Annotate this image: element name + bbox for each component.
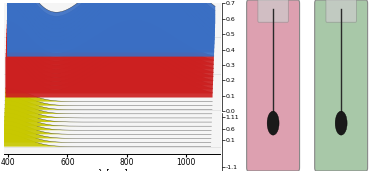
Polygon shape [6, 28, 214, 69]
Polygon shape [8, 0, 215, 40]
Polygon shape [6, 52, 213, 93]
Polygon shape [8, 0, 214, 44]
Polygon shape [4, 133, 211, 147]
Polygon shape [7, 0, 214, 48]
Polygon shape [7, 0, 214, 52]
Polygon shape [6, 48, 213, 89]
Polygon shape [5, 117, 211, 130]
Polygon shape [8, 0, 215, 36]
Polygon shape [7, 20, 214, 61]
Polygon shape [8, 0, 215, 28]
FancyBboxPatch shape [314, 0, 367, 171]
FancyBboxPatch shape [326, 0, 356, 22]
Polygon shape [5, 100, 212, 114]
Polygon shape [7, 24, 214, 65]
Polygon shape [7, 0, 214, 57]
Polygon shape [5, 92, 212, 106]
Polygon shape [5, 108, 212, 122]
Ellipse shape [335, 111, 347, 135]
Polygon shape [5, 113, 212, 126]
Polygon shape [6, 40, 213, 81]
FancyBboxPatch shape [246, 0, 299, 171]
Polygon shape [6, 57, 212, 97]
Polygon shape [6, 44, 213, 85]
Polygon shape [5, 88, 212, 102]
Polygon shape [4, 125, 211, 138]
Polygon shape [4, 121, 211, 134]
Polygon shape [8, 0, 215, 32]
Polygon shape [5, 104, 212, 118]
FancyBboxPatch shape [258, 0, 288, 22]
Polygon shape [8, 0, 215, 24]
Polygon shape [6, 36, 213, 77]
Polygon shape [5, 96, 212, 110]
Ellipse shape [267, 111, 279, 135]
Y-axis label: E vs FOC [V]: E vs FOC [V] [262, 120, 268, 163]
Y-axis label: Absorbance [a.u.]: Absorbance [a.u.] [258, 26, 265, 88]
Polygon shape [4, 129, 211, 142]
Polygon shape [6, 32, 214, 73]
X-axis label: λ [nm]: λ [nm] [98, 168, 127, 171]
